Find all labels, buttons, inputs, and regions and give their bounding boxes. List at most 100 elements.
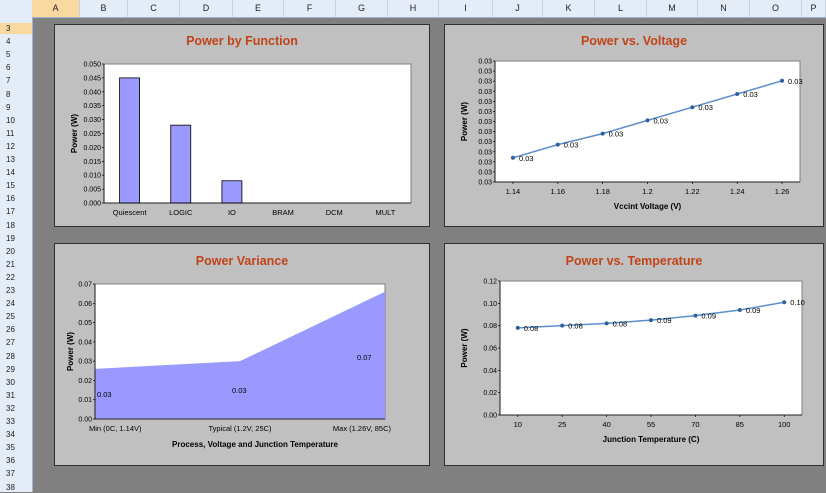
column-header-I[interactable]: I: [439, 0, 493, 17]
chart-power-variance[interactable]: Power Variance 0.00 0.01 0.02 0.03 0.04 0.05 0…: [54, 243, 430, 466]
row-header-20[interactable]: 20: [6, 246, 15, 256]
column-header-M[interactable]: M: [647, 0, 698, 17]
row-header-16[interactable]: 16: [6, 194, 15, 204]
column-header-J[interactable]: J: [493, 0, 543, 17]
y-tick-label: 0.000: [83, 201, 101, 208]
row-header-22[interactable]: 22: [6, 272, 15, 282]
data-label: 0.03: [654, 116, 669, 125]
row-header-35[interactable]: 35: [6, 443, 15, 453]
y-tick-label: 0.030: [83, 117, 101, 124]
row-header-14[interactable]: 14: [6, 168, 15, 178]
column-header-A[interactable]: A: [32, 0, 80, 17]
x-tick-label: Quiescent: [113, 208, 148, 217]
y-tick-label: 0.03: [478, 69, 492, 76]
column-header-O[interactable]: O: [750, 0, 802, 17]
chart-title: Power Variance: [195, 254, 289, 268]
data-point: [555, 142, 560, 147]
column-header-N[interactable]: N: [698, 0, 750, 17]
row-header-34[interactable]: 34: [6, 430, 15, 440]
row-header-26[interactable]: 26: [6, 325, 15, 335]
x-tick-label: 1.22: [685, 187, 700, 196]
column-header-D[interactable]: D: [180, 0, 233, 17]
x-tick-label: 55: [647, 420, 655, 429]
row-header-17[interactable]: 17: [6, 207, 15, 217]
y-tick-label: 0.03: [478, 59, 492, 66]
data-point: [560, 323, 565, 328]
chart-power-vs-temperature[interactable]: Power vs. Temperature 0.00 0.02 0.04 0.06 0.…: [444, 243, 824, 466]
data-label: 0.03: [788, 77, 803, 86]
row-header-30[interactable]: 30: [6, 377, 15, 387]
row-header-36[interactable]: 36: [6, 456, 15, 466]
chart-title: Power vs. Temperature: [565, 254, 703, 268]
row-header-24[interactable]: 24: [6, 299, 15, 309]
y-tick-label: 0.04: [78, 339, 92, 346]
row-header-25[interactable]: 25: [6, 312, 15, 322]
bar: [119, 77, 140, 204]
row-header-28[interactable]: 28: [6, 351, 15, 361]
y-tick-label: 0.01: [78, 397, 92, 404]
row-header-15[interactable]: 15: [6, 181, 15, 191]
column-header-H[interactable]: H: [388, 0, 439, 17]
data-label: 0.03: [97, 390, 112, 399]
y-axis-label: Power (W): [70, 114, 79, 153]
row-header-12[interactable]: 12: [6, 141, 15, 151]
row-header-32[interactable]: 32: [6, 403, 15, 413]
y-tick-label: 0.00: [78, 417, 92, 424]
row-header-9[interactable]: 9: [6, 102, 11, 112]
column-header-L[interactable]: L: [595, 0, 647, 17]
x-tick-label: 10: [514, 420, 522, 429]
row-header-7[interactable]: 7: [6, 76, 11, 86]
x-tick-label: Max (1.26V, 85C): [333, 424, 392, 433]
data-label: 0.03: [232, 386, 247, 395]
plot-area: [499, 280, 803, 416]
column-header-G[interactable]: G: [336, 0, 388, 17]
row-header-10[interactable]: 10: [6, 115, 15, 125]
data-label: 0.10: [790, 298, 805, 307]
row-header-6[interactable]: 6: [6, 63, 11, 73]
x-tick-label: MULT: [375, 208, 395, 217]
data-label: 0.09: [657, 316, 672, 325]
column-header-K[interactable]: K: [543, 0, 595, 17]
data-label: 0.08: [524, 324, 539, 333]
y-tick-label: 0.08: [483, 323, 497, 330]
row-header-8[interactable]: 8: [6, 89, 11, 99]
data-point: [780, 78, 785, 83]
column-header-B[interactable]: B: [80, 0, 128, 17]
x-tick-label: 1.16: [550, 187, 565, 196]
chart-svg: 0.000 0.005 0.010 0.015 0.020 0.025 0.030 0.035…: [70, 62, 412, 217]
row-header-29[interactable]: 29: [6, 364, 15, 374]
x-tick-label: BRAM: [272, 208, 294, 217]
column-header-E[interactable]: E: [233, 0, 284, 17]
row-header-31[interactable]: 31: [6, 390, 15, 400]
row-header-23[interactable]: 23: [6, 286, 15, 295]
row-header-21[interactable]: 21: [6, 259, 15, 269]
y-tick-label: 0.03: [478, 180, 492, 187]
row-header-11[interactable]: 11: [6, 128, 15, 138]
column-header-C[interactable]: C: [128, 0, 180, 17]
row-header-33[interactable]: 33: [6, 417, 15, 426]
row-header-27[interactable]: 27: [6, 338, 15, 348]
y-axis-label: Power (W): [66, 332, 75, 371]
data-point: [645, 118, 650, 123]
row-header-4[interactable]: 4: [6, 37, 11, 47]
x-tick-label: DCM: [326, 208, 343, 217]
row-header-13[interactable]: 13: [6, 155, 15, 164]
chart-power-by-function[interactable]: Power by Function 0.000 0.005 0.010 0.015 0.…: [54, 24, 430, 227]
y-tick-label: 0.06: [483, 346, 497, 353]
column-header-F[interactable]: F: [284, 0, 336, 17]
row-header-38[interactable]: 38: [6, 482, 15, 492]
x-axis-label: Vccint Voltage (V): [614, 202, 682, 211]
row-header-37[interactable]: 37: [6, 469, 15, 479]
column-header-P[interactable]: P: [802, 0, 826, 17]
row-header-5[interactable]: 5: [6, 50, 11, 60]
row-header-18[interactable]: 18: [6, 220, 15, 230]
y-tick-label: 0.005: [83, 187, 101, 194]
y-tick-label: 0.02: [78, 378, 92, 385]
data-label: 0.03: [564, 141, 579, 150]
chart-title: Power by Function: [186, 34, 298, 48]
chart-svg: 0.00 0.01 0.02 0.03 0.04 0.05 0.06 0.07 Min (0C,…: [66, 282, 392, 450]
row-header-19[interactable]: 19: [6, 233, 15, 243]
row-header-3[interactable]: 3: [0, 23, 32, 34]
chart-power-vs-voltage[interactable]: Power vs. Voltage 0.03 0.03 0.03 0.03 0.03 0.…: [444, 24, 824, 227]
y-tick-label: 0.00: [483, 413, 497, 420]
